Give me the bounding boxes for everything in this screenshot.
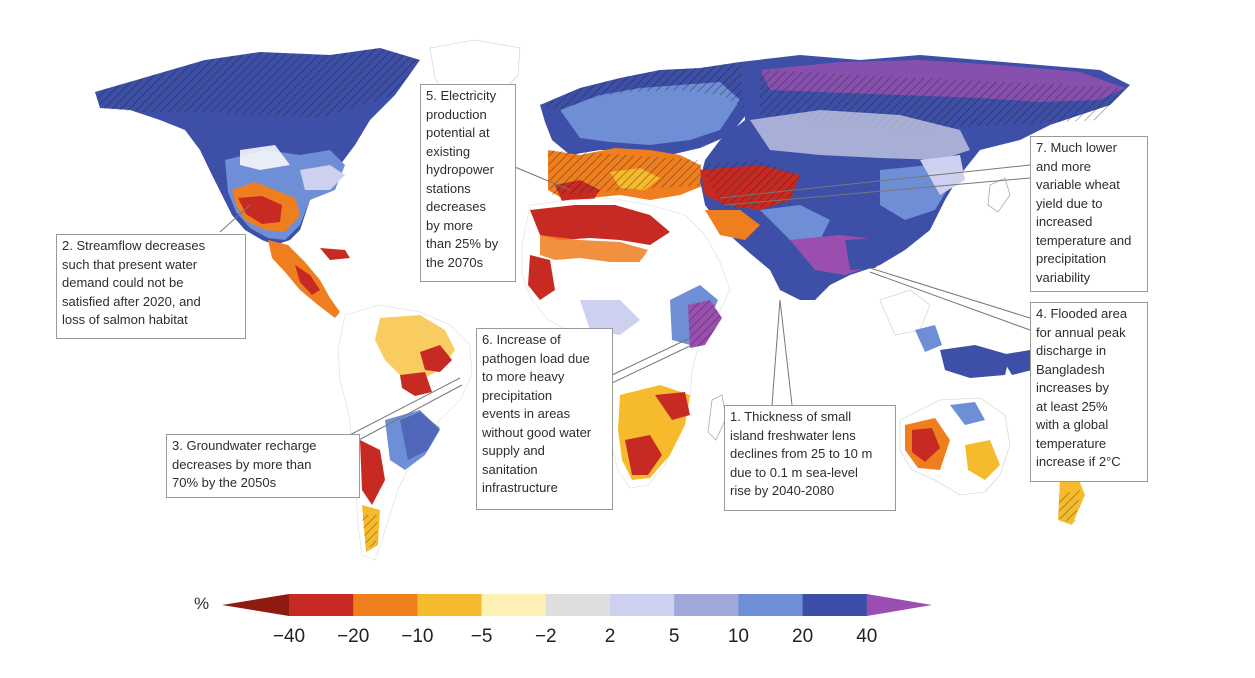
legend-tick-label: 2 <box>604 626 616 647</box>
legend-swatch <box>610 594 675 616</box>
australia <box>899 397 1085 525</box>
callout-streamflow: 2. Streamflow decreases such that presen… <box>56 234 246 339</box>
callout-hydropower: 5. Electricity production potential at e… <box>420 84 516 282</box>
color-legend <box>222 594 932 616</box>
callout-wheat-yield: 7. Much lower and more variable wheat yi… <box>1030 136 1148 292</box>
legend-arrow-high <box>866 594 932 616</box>
legend-tick-label: −40 <box>272 626 306 647</box>
callout-island-freshwater: 1. Thickness of small island freshwater … <box>724 405 896 511</box>
legend-unit-label: % <box>194 594 210 613</box>
callout-bangladesh-flood: 4. Flooded area for annual peak discharg… <box>1030 302 1148 482</box>
callout-groundwater: 3. Groundwater recharge decreases by mor… <box>166 434 360 498</box>
legend-swatch <box>353 594 418 616</box>
legend-arrow-low <box>222 594 289 616</box>
legend-swatch <box>481 594 547 616</box>
legend-tick-label: 10 <box>727 626 749 647</box>
europe <box>540 62 760 208</box>
legend-swatch <box>289 594 354 616</box>
legend-swatch <box>802 594 868 616</box>
legend-tick-label: 40 <box>856 626 878 647</box>
legend-swatch <box>417 594 483 616</box>
legend-tick-label: −5 <box>470 626 493 647</box>
legend-tick-label: −20 <box>337 626 370 647</box>
legend-swatch <box>674 594 739 616</box>
legend-swatch <box>738 594 804 616</box>
south-america <box>337 304 473 561</box>
legend-tick-label: −10 <box>401 626 434 647</box>
legend-swatch <box>545 594 611 616</box>
africa <box>521 197 731 489</box>
callout-pathogen-load: 6. Increase of pathogen load due to more… <box>476 328 613 510</box>
legend-tick-label: −2 <box>534 626 557 647</box>
leader-lines <box>219 164 1031 451</box>
legend-tick-label: 5 <box>668 626 680 647</box>
legend-tick-label: 20 <box>792 626 814 647</box>
